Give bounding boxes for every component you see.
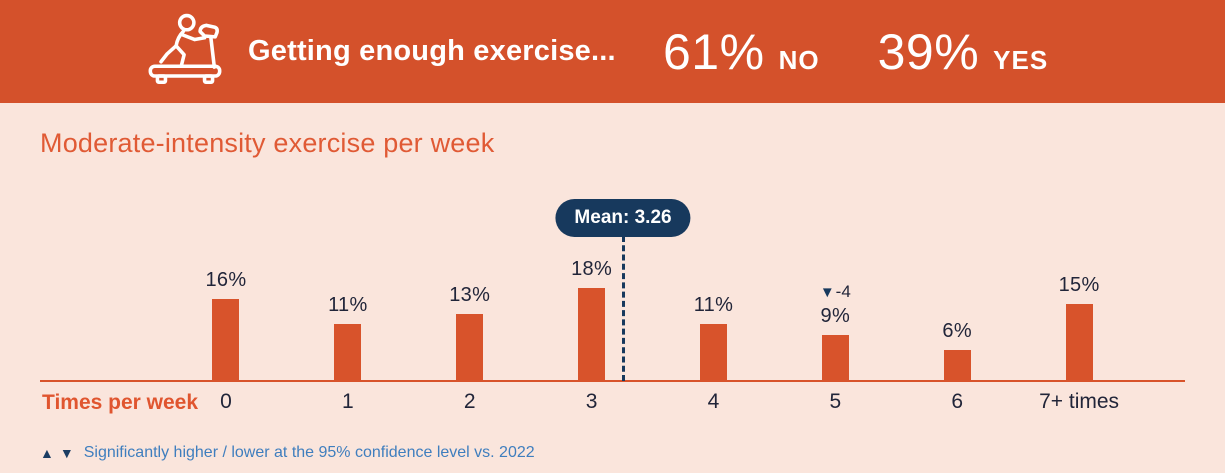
- header-banner: Getting enough exercise... 61% NO 39% YE…: [0, 0, 1225, 103]
- category-label: 7+ times: [1039, 390, 1120, 413]
- footnote-text: Significantly higher / lower at the 95% …: [83, 444, 535, 461]
- bar: [821, 335, 849, 381]
- banner-stats: 61% NO 39% YES: [663, 0, 1048, 103]
- bar-value-label: 15%: [1058, 274, 1100, 296]
- chart-title: Moderate-intensity exercise per week: [40, 128, 495, 158]
- category-label: 4: [707, 390, 720, 413]
- bar: [334, 324, 362, 381]
- bar-value-label: 11%: [693, 294, 734, 316]
- bar-column: ▼ -4 9%: [774, 240, 896, 381]
- bar-value-label: 18%: [571, 258, 613, 280]
- stat-no-value: 61%: [663, 23, 765, 80]
- category-label: 1: [341, 390, 354, 413]
- bar: [699, 324, 727, 381]
- category-label: 5: [829, 390, 842, 413]
- bar-value-label: 13%: [449, 284, 491, 306]
- bar-column: 11%: [287, 240, 409, 381]
- significance-annotation: ▼ -4: [820, 282, 851, 302]
- bar: [943, 350, 971, 381]
- bar-value-label: 11%: [328, 294, 368, 316]
- bar-column: 16%: [165, 240, 287, 381]
- stat-yes-label: YES: [993, 44, 1049, 75]
- category-label: 2: [463, 390, 476, 413]
- bar-value-label: 6%: [942, 320, 972, 342]
- bar-column: 11%: [653, 240, 775, 381]
- triangle-down-icon: ▼: [819, 283, 835, 301]
- stat-yes: 39% YES: [878, 23, 1049, 81]
- x-axis-title: Times per week: [42, 391, 199, 414]
- category-label: 0: [220, 390, 232, 413]
- category-label: 3: [585, 390, 598, 413]
- significance-delta: -4: [835, 282, 851, 301]
- x-axis-categories: 0 1 2 3 4 5 6 7+ times: [165, 390, 1140, 414]
- treadmill-icon: [148, 13, 222, 84]
- bar: [578, 288, 606, 381]
- bar-column: 6%: [896, 240, 1018, 381]
- bar-value-label: 16%: [205, 269, 247, 291]
- bar-chart: 16% 11% 13% 18% 11% ▼ -4 9% 6% 15%: [165, 240, 1140, 381]
- mean-line: [622, 236, 625, 381]
- bar: [212, 299, 240, 381]
- bar-column: 13%: [409, 240, 531, 381]
- triangle-up-icon: ▲: [40, 445, 54, 461]
- bar-column: 18%: [531, 240, 653, 381]
- triangle-down-icon: ▼: [59, 445, 74, 461]
- stat-no-label: NO: [778, 44, 820, 75]
- bar: [456, 314, 484, 381]
- x-axis-line: [40, 380, 1185, 382]
- category-label: 6: [951, 390, 964, 413]
- mean-badge: Mean: 3.26: [555, 199, 691, 237]
- bar: [1065, 304, 1093, 381]
- bar-value-label: 9%: [820, 305, 851, 327]
- bar-column: 15%: [1018, 240, 1140, 381]
- banner-title: Getting enough exercise...: [248, 35, 616, 67]
- stat-yes-value: 39%: [877, 23, 980, 80]
- stat-no: 61% NO: [663, 23, 820, 81]
- significance-footnote: ▲ ▼ Significantly higher / lower at the …: [40, 444, 535, 462]
